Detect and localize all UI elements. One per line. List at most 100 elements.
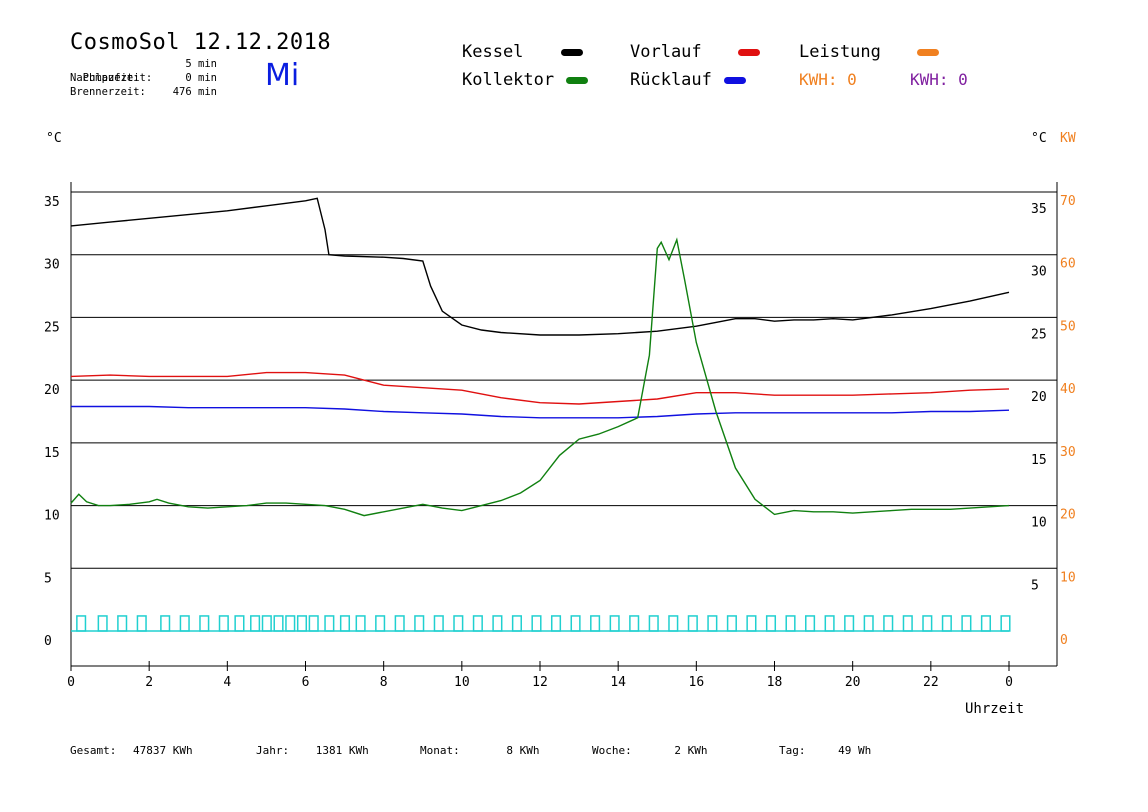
pump-pulse <box>273 615 284 632</box>
y-tick-label-left: 0 <box>44 634 52 649</box>
y-tick-label-right-kw: 50 <box>1060 319 1076 334</box>
footer-woche: Woche: 2 KWh <box>592 744 708 757</box>
y-tick-label-right-kw: 20 <box>1060 508 1076 523</box>
nachlaufzeit-label: Nachlaufzeit: <box>70 72 153 84</box>
footer-tag: Tag: 49 Wh <box>779 744 871 757</box>
footer-gesamt-label: Gesamt: <box>70 744 117 757</box>
pump-pulse <box>726 615 737 632</box>
brennerzeit-label: Brennerzeit: <box>70 86 146 98</box>
y-tick-label-left: 10 <box>44 509 60 524</box>
y-tick-label-left: 25 <box>44 320 60 335</box>
legend-vorlauf-label: Vorlauf <box>630 42 702 62</box>
y-tick-label-right-kw: 10 <box>1060 570 1076 585</box>
y-tick-label-left: 20 <box>44 383 60 398</box>
left-axis-unit: °C <box>46 131 62 146</box>
pump-pulse <box>308 615 319 632</box>
legend-kollektor-label: Kollektor <box>462 70 555 90</box>
pump-pulse <box>980 615 991 632</box>
legend-ruecklauf: Rücklauf <box>630 70 746 90</box>
x-tick-label: 4 <box>223 675 231 690</box>
legend-kessel: Kessel <box>462 42 584 62</box>
pump-pulse <box>339 615 351 632</box>
pumpzeit-row: Pumpzeit: <box>70 57 140 85</box>
pump-pulse <box>218 615 229 632</box>
kwh-secondary-label: KWH: <box>910 70 949 89</box>
pump-pulse <box>609 615 620 632</box>
pump-pulse <box>394 615 405 632</box>
pump-pulse <box>550 615 562 632</box>
pump-pulse <box>648 615 659 632</box>
footer-monat-label: Monat: <box>420 744 460 757</box>
footer-monat-value: 8 KWh <box>506 744 540 757</box>
footer-tag-label: Tag: <box>779 744 806 757</box>
page-title: CosmoSol 12.12.2018 <box>70 30 332 55</box>
legend-kollektor-swatch <box>566 76 589 84</box>
footer-woche-value: 2 KWh <box>674 744 708 757</box>
kwh-leistung-label: KWH: <box>799 70 838 89</box>
pump-pulse <box>433 615 444 632</box>
kwh-leistung-value: 0 <box>847 70 857 89</box>
x-tick-label: 8 <box>380 675 388 690</box>
x-tick-label: 18 <box>767 675 783 690</box>
y-tick-label-left: 30 <box>44 258 60 273</box>
pump-pulse <box>668 615 679 632</box>
x-tick-label: 14 <box>610 675 626 690</box>
pump-pulse <box>97 615 108 632</box>
series-line-vorlauf <box>70 371 1010 405</box>
pump-pulse <box>355 615 366 632</box>
pump-pulse <box>883 615 894 632</box>
x-tick-label: 10 <box>454 675 470 690</box>
footer-woche-label: Woche: <box>592 744 632 757</box>
pump-pulse <box>324 615 335 632</box>
footer-monat: Monat: 8 KWh <box>420 744 540 757</box>
pump-pulse <box>844 615 855 632</box>
legend-leistung-swatch <box>916 48 939 56</box>
pump-pulse <box>961 615 972 632</box>
x-axis-label: Uhrzeit <box>965 701 1025 717</box>
x-tick-label: 6 <box>302 675 310 690</box>
kwh-leistung: KWH: 0 <box>799 70 857 89</box>
footer-jahr: Jahr: 1381 KWh <box>256 744 369 757</box>
pump-pulse <box>590 615 601 632</box>
legend-leistung-label: Leistung <box>799 42 881 62</box>
pump-pulse <box>629 615 640 632</box>
pump-pulse <box>296 615 308 632</box>
legend-leistung: Leistung <box>799 42 939 62</box>
pump-pulse <box>179 615 190 632</box>
weekday-label: Mi <box>265 58 300 93</box>
pump-pulse <box>199 615 210 632</box>
footer-gesamt-value: 47837 KWh <box>132 744 193 757</box>
right-axis-unit-c: °C <box>1031 131 1047 146</box>
pump-pulse <box>76 615 87 632</box>
brennerzeit-value: 476 min <box>172 86 217 98</box>
y-tick-label-right-kw: 70 <box>1060 194 1076 209</box>
x-tick-label: 20 <box>845 675 861 690</box>
pump-pulse <box>492 615 503 632</box>
y-tick-label-right-c: 15 <box>1031 453 1047 468</box>
pump-pulse <box>234 615 245 632</box>
legend-kessel-swatch <box>561 48 584 56</box>
pump-pulse <box>824 615 835 632</box>
pump-pulse <box>136 615 147 632</box>
pump-pulse <box>261 615 272 632</box>
kwh-secondary: KWH: 0 <box>910 70 968 89</box>
legend-ruecklauf-swatch <box>723 76 746 84</box>
legend-kollektor: Kollektor <box>462 70 589 90</box>
series-line-kessel <box>70 197 1010 336</box>
pump-pulse <box>285 615 296 632</box>
pump-pulse <box>570 615 581 632</box>
pump-pulse <box>511 615 522 632</box>
right-axis-unit-kw: KW <box>1060 131 1076 146</box>
nachlaufzeit-value: 0 min <box>185 72 217 84</box>
footer-jahr-label: Jahr: <box>256 744 290 757</box>
pump-pulse <box>746 615 757 632</box>
pump-pulse <box>863 615 874 632</box>
y-tick-label-right-c: 25 <box>1031 327 1047 342</box>
y-tick-label-left: 5 <box>44 571 52 586</box>
pump-pulse <box>902 615 913 632</box>
pump-pulse <box>117 615 128 632</box>
y-tick-label-right-c: 20 <box>1031 390 1047 405</box>
pump-pulse <box>414 615 425 632</box>
pump-pulse <box>922 615 933 632</box>
